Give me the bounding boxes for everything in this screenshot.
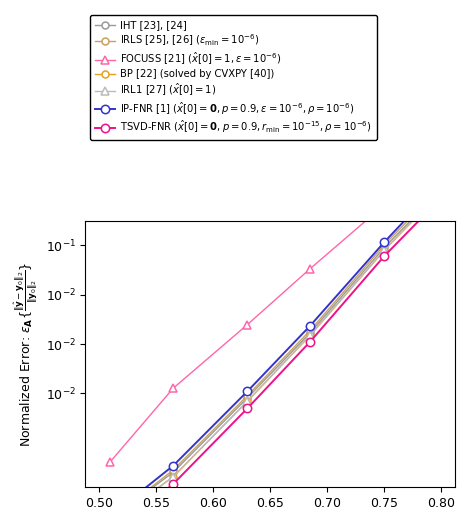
Line: TSVD-FNR ($\hat{x}[0] = \mathbf{0}, p = 0.9, r_{\mathrm{min}} = 10^{-15}, \rho = 10^{-6}$): TSVD-FNR ($\hat{x}[0] = \mathbf{0}, p = … [106, 193, 446, 513]
TSVD-FNR ($\hat{x}[0] = \mathbf{0}, p = 0.9, r_{\mathrm{min}} = 10^{-15}, \rho = 10^{-6}$) [438, 195, 444, 201]
IHT [23], [24] [438, 186, 444, 192]
FOCUSS [21] ($\hat{x}[0] = 1, \varepsilon = 10^{-6}$) [170, 385, 176, 391]
BP [22] (solved by CVXPY [40]) [307, 332, 313, 339]
IRLS [25], [26] ($\epsilon_{\mathrm{min}} = 10^{-6}$) [382, 242, 387, 248]
IRL1 [27] ($\hat{x}[0] = 1$) [170, 473, 176, 480]
Line: IRLS [25], [26] ($\epsilon_{\mathrm{min}} = 10^{-6}$): IRLS [25], [26] ($\epsilon_{\mathrm{min}… [107, 183, 445, 513]
Line: BP [22] (solved by CVXPY [40]): BP [22] (solved by CVXPY [40]) [107, 188, 445, 513]
IHT [23], [24] [245, 395, 250, 401]
IRLS [25], [26] ($\epsilon_{\mathrm{min}} = 10^{-6}$) [245, 392, 250, 399]
Line: IRL1 [27] ($\hat{x}[0] = 1$): IRL1 [27] ($\hat{x}[0] = 1$) [106, 187, 446, 513]
FOCUSS [21] ($\hat{x}[0] = 1, \varepsilon = 10^{-6}$) [382, 202, 387, 208]
IRL1 [27] ($\hat{x}[0] = 1$) [438, 188, 444, 194]
IP-FNR [1] ($\hat{x}[0] = \mathbf{0}, p = 0.9, \varepsilon = 10^{-6}, \rho = 10^{-6}$) [307, 323, 313, 329]
IP-FNR [1] ($\hat{x}[0] = \mathbf{0}, p = 0.9, \varepsilon = 10^{-6}, \rho = 10^{-6}$) [245, 388, 250, 394]
IRLS [25], [26] ($\epsilon_{\mathrm{min}} = 10^{-6}$) [170, 467, 176, 473]
BP [22] (solved by CVXPY [40]) [245, 398, 250, 404]
FOCUSS [21] ($\hat{x}[0] = 1, \varepsilon = 10^{-6}$) [307, 266, 313, 272]
FOCUSS [21] ($\hat{x}[0] = 1, \varepsilon = 10^{-6}$) [245, 322, 250, 328]
Y-axis label: Normalized Error: $\varepsilon_{\mathbf{A}}\{\frac{\|\hat{\mathbf{y}} - \mathbf{: Normalized Error: $\varepsilon_{\mathbf{… [12, 261, 40, 447]
TSVD-FNR ($\hat{x}[0] = \mathbf{0}, p = 0.9, r_{\mathrm{min}} = 10^{-15}, \rho = 10^{-6}$) [382, 253, 387, 259]
FOCUSS [21] ($\hat{x}[0] = 1, \varepsilon = 10^{-6}$) [108, 459, 113, 465]
IP-FNR [1] ($\hat{x}[0] = \mathbf{0}, p = 0.9, \varepsilon = 10^{-6}, \rho = 10^{-6}$) [382, 239, 387, 245]
IHT [23], [24] [170, 469, 176, 476]
Line: IHT [23], [24]: IHT [23], [24] [107, 186, 445, 513]
IRL1 [27] ($\hat{x}[0] = 1$) [307, 332, 313, 339]
TSVD-FNR ($\hat{x}[0] = \mathbf{0}, p = 0.9, r_{\mathrm{min}} = 10^{-15}, \rho = 10^{-6}$) [307, 339, 313, 345]
FOCUSS [21] ($\hat{x}[0] = 1, \varepsilon = 10^{-6}$) [438, 144, 444, 150]
IRLS [25], [26] ($\epsilon_{\mathrm{min}} = 10^{-6}$) [307, 327, 313, 333]
Line: IP-FNR [1] ($\hat{x}[0] = \mathbf{0}, p = 0.9, \varepsilon = 10^{-6}, \rho = 10^{-6}$): IP-FNR [1] ($\hat{x}[0] = \mathbf{0}, p … [106, 177, 446, 513]
IP-FNR [1] ($\hat{x}[0] = \mathbf{0}, p = 0.9, \varepsilon = 10^{-6}, \rho = 10^{-6}$) [438, 179, 444, 185]
IRL1 [27] ($\hat{x}[0] = 1$) [382, 247, 387, 253]
BP [22] (solved by CVXPY [40]) [438, 188, 444, 194]
TSVD-FNR ($\hat{x}[0] = \mathbf{0}, p = 0.9, r_{\mathrm{min}} = 10^{-15}, \rho = 10^{-6}$) [245, 405, 250, 411]
TSVD-FNR ($\hat{x}[0] = \mathbf{0}, p = 0.9, r_{\mathrm{min}} = 10^{-15}, \rho = 10^{-6}$) [170, 481, 176, 487]
BP [22] (solved by CVXPY [40]) [382, 247, 387, 253]
IHT [23], [24] [307, 330, 313, 336]
Legend: IHT [23], [24], IRLS [25], [26] ($\epsilon_{\mathrm{min}} = 10^{-6}$), FOCUSS [2: IHT [23], [24], IRLS [25], [26] ($\epsil… [91, 15, 377, 141]
IRLS [25], [26] ($\epsilon_{\mathrm{min}} = 10^{-6}$) [438, 183, 444, 189]
IRL1 [27] ($\hat{x}[0] = 1$) [245, 398, 250, 404]
IHT [23], [24] [382, 244, 387, 250]
IP-FNR [1] ($\hat{x}[0] = \mathbf{0}, p = 0.9, \varepsilon = 10^{-6}, \rho = 10^{-6}$) [170, 463, 176, 469]
Line: FOCUSS [21] ($\hat{x}[0] = 1, \varepsilon = 10^{-6}$): FOCUSS [21] ($\hat{x}[0] = 1, \varepsilo… [106, 142, 446, 466]
BP [22] (solved by CVXPY [40]) [170, 473, 176, 480]
